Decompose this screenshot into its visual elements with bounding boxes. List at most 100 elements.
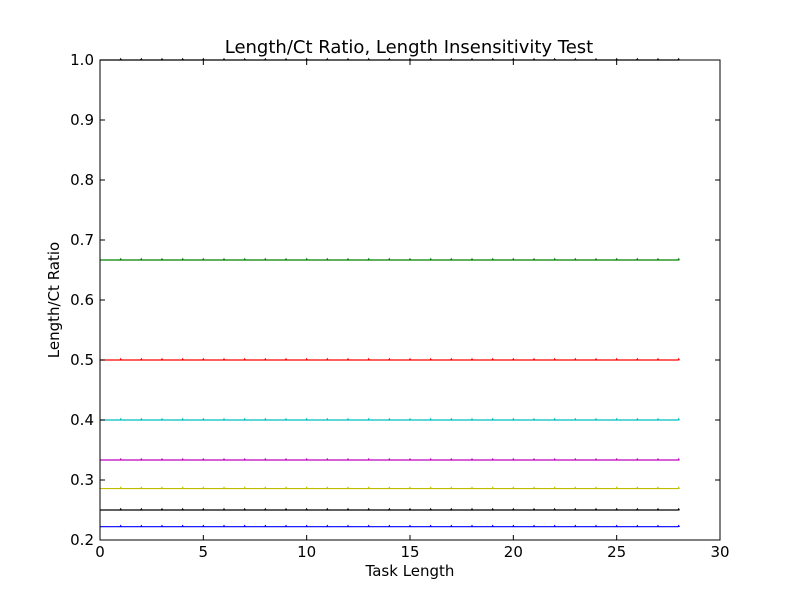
series-2-point-7 <box>263 357 267 361</box>
series-1-point-21 <box>553 257 557 261</box>
series-7-point-11 <box>346 524 350 527</box>
series-5-point-4 <box>201 486 205 489</box>
series-5-point-8 <box>284 486 288 489</box>
series-7-point-14 <box>408 524 412 527</box>
series-3-point-12 <box>367 417 371 421</box>
series-4-point-3 <box>181 457 185 461</box>
series-7 <box>100 524 681 528</box>
series-4-point-0 <box>119 457 123 461</box>
series-6-point-1 <box>139 507 143 511</box>
series-1-point-1 <box>139 257 143 261</box>
x-tick-label-1: 5 <box>199 543 209 561</box>
series-3-point-21 <box>553 417 557 421</box>
series-1-point-25 <box>635 257 639 261</box>
series-6-point-17 <box>470 507 474 511</box>
series-3-point-19 <box>511 417 515 421</box>
y-tick-label-8: 1.0 <box>70 51 94 69</box>
series-2-point-13 <box>387 357 391 361</box>
x-axis-label: Task Length <box>365 562 455 580</box>
y-tick-label-3: 0.5 <box>70 351 94 369</box>
series-1-point-5 <box>222 257 226 261</box>
series-4-point-11 <box>346 457 350 461</box>
series-4-point-23 <box>594 457 598 461</box>
series-6-point-16 <box>449 507 453 511</box>
series-7-point-9 <box>305 524 309 527</box>
series-6-point-2 <box>160 507 164 511</box>
series-7-point-7 <box>263 524 267 527</box>
series-3-point-22 <box>573 417 577 421</box>
series-3-point-2 <box>160 417 164 421</box>
series-4-point-6 <box>243 457 247 461</box>
series-2-point-1 <box>139 357 143 361</box>
series-7-point-24 <box>615 524 619 527</box>
series-3-point-17 <box>470 417 474 421</box>
series-4-point-7 <box>263 457 267 461</box>
series-4-point-9 <box>305 457 309 461</box>
series-2-point-26 <box>656 357 660 361</box>
series-4-point-13 <box>387 457 391 461</box>
series-5-point-5 <box>222 486 226 489</box>
series-4-point-16 <box>449 457 453 461</box>
series-2-point-15 <box>429 357 433 361</box>
series-1-point-7 <box>263 257 267 261</box>
series-3-point-5 <box>222 417 226 421</box>
x-tick-label-3: 15 <box>400 543 419 561</box>
series-1-point-26 <box>656 257 660 261</box>
series-5-point-21 <box>553 486 557 489</box>
series-6-point-23 <box>594 507 598 511</box>
series-3-point-10 <box>325 417 329 421</box>
series-5-point-20 <box>532 486 536 489</box>
series-1-point-16 <box>449 257 453 261</box>
series-3-point-15 <box>429 417 433 421</box>
series-layer <box>100 57 681 528</box>
series-4-point-25 <box>635 457 639 461</box>
series-5-point-14 <box>408 486 412 489</box>
series-5-point-26 <box>656 486 660 489</box>
series-5-point-27 <box>677 486 681 489</box>
series-4-point-18 <box>491 457 495 461</box>
series-6-point-6 <box>243 507 247 511</box>
series-5-point-9 <box>305 486 309 489</box>
series-3-point-26 <box>656 417 660 421</box>
series-7-point-18 <box>491 524 495 527</box>
series-1-point-15 <box>429 257 433 261</box>
x-tick-label-0: 0 <box>95 543 105 561</box>
series-7-point-6 <box>243 524 247 527</box>
series-4-point-24 <box>615 457 619 461</box>
series-3-point-9 <box>305 417 309 421</box>
series-6-point-24 <box>615 507 619 511</box>
series-6-point-22 <box>573 507 577 511</box>
series-1-point-10 <box>325 257 329 261</box>
series-1-point-19 <box>511 257 515 261</box>
series-3-point-18 <box>491 417 495 421</box>
series-6-point-14 <box>408 507 412 511</box>
y-tick-label-4: 0.6 <box>70 291 94 309</box>
y-tick-label-7: 0.9 <box>70 111 94 129</box>
series-2-point-10 <box>325 357 329 361</box>
series-5-point-2 <box>160 486 164 489</box>
series-1-point-12 <box>367 257 371 261</box>
series-6-point-26 <box>656 507 660 511</box>
y-axis-label: Length/Ct Ratio <box>45 242 63 358</box>
series-6-point-9 <box>305 507 309 511</box>
chart-title: Length/Ct Ratio, Length Insensitivity Te… <box>225 37 594 58</box>
series-7-point-4 <box>201 524 205 527</box>
series-4-point-12 <box>367 457 371 461</box>
series-1-point-27 <box>677 257 681 261</box>
series-6-point-7 <box>263 507 267 511</box>
series-2-point-2 <box>160 357 164 361</box>
series-7-point-2 <box>160 524 164 527</box>
series-3-point-3 <box>181 417 185 421</box>
series-7-point-0 <box>119 524 123 527</box>
series-3-point-0 <box>119 417 123 421</box>
series-3-point-11 <box>346 417 350 421</box>
series-5-point-17 <box>470 486 474 489</box>
y-tick-label-1: 0.3 <box>70 471 94 489</box>
series-7-point-17 <box>470 524 474 527</box>
series-2-point-5 <box>222 357 226 361</box>
series-2-point-3 <box>181 357 185 361</box>
y-tick-label-2: 0.4 <box>70 411 94 429</box>
series-5-point-11 <box>346 486 350 489</box>
series-6-point-21 <box>553 507 557 511</box>
